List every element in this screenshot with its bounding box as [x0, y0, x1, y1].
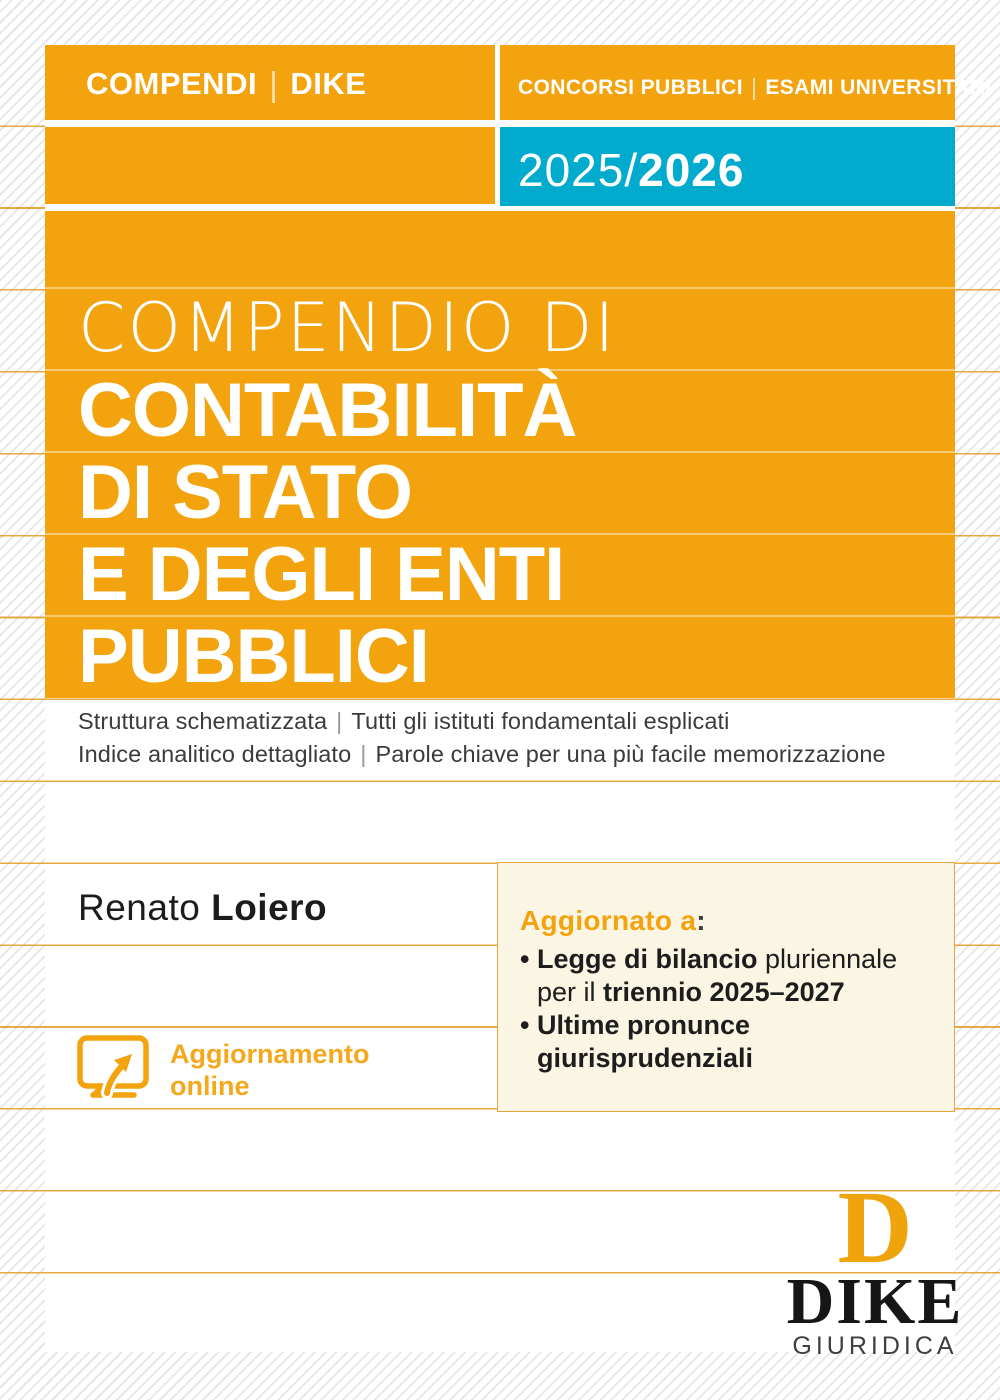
- publisher-logo: D DIKE GIURIDICA: [775, 1170, 975, 1360]
- publisher-logo-initial: D: [837, 1170, 913, 1285]
- updated-item-1-bold: Legge di bilancio: [537, 944, 758, 974]
- subtitle-feature: Tutti gli istituti fondamentali esplicat…: [351, 708, 730, 734]
- updated-item-1-line2-bold: triennio 2025–2027: [603, 977, 845, 1007]
- publisher-short-name: DIKE: [290, 66, 367, 101]
- panel-rule-line: [45, 615, 955, 617]
- subtitle-feature: Parole chiave per una più facile memoriz…: [375, 741, 886, 767]
- band-separator-line: [45, 204, 955, 211]
- edition-year-regular: 2025/: [518, 144, 639, 196]
- updated-item-2-line1: Ultime pronunce: [537, 1010, 751, 1040]
- online-update-label: Aggiornamento online: [170, 1038, 370, 1102]
- subtitle-feature: Struttura schematizzata: [78, 708, 328, 734]
- edition-year-bold: 2026: [638, 144, 745, 196]
- audience-band: CONCORSI PUBBLICI | ESAMI UNIVERSITARI: [518, 74, 992, 101]
- subtitle-line-2: Indice analitico dettagliato | Parole chia…: [78, 741, 886, 768]
- panel-rule-line: [45, 369, 955, 371]
- online-update-icon: [77, 1035, 149, 1099]
- subtitle-feature: Indice analitico dettagliato: [78, 741, 352, 767]
- series-band: COMPENDI | DIKE: [86, 66, 367, 105]
- panel-rule-line: [45, 287, 955, 289]
- bullet-icon: •: [520, 1010, 530, 1040]
- updated-item-2-line2: giurisprudenziali: [537, 1043, 754, 1073]
- updated-item-1-line2-regular: per il: [537, 977, 604, 1007]
- publisher-logo-name: DIKE: [786, 1265, 964, 1338]
- series-divider: |: [269, 66, 279, 104]
- author-last-name: Loiero: [211, 887, 328, 928]
- title-line: CONTABILITÀ: [78, 368, 577, 453]
- updated-to-heading-text: Aggiornato a: [520, 905, 697, 936]
- bullet-icon: •: [520, 944, 530, 974]
- audience-left-label: CONCORSI PUBBLICI: [518, 76, 743, 99]
- band-separator-line: [45, 120, 955, 127]
- title-line: E DEGLI ENTI: [78, 532, 565, 617]
- updated-to-heading: Aggiornato a:: [520, 905, 706, 937]
- updated-to-heading-colon: :: [696, 905, 706, 936]
- subtitle-line-1: Struttura schematizzata | Tutti gli istitu…: [78, 708, 729, 735]
- online-update-badge: Aggiornamento online: [76, 1034, 370, 1104]
- publisher-logo-subname: GIURIDICA: [792, 1332, 958, 1360]
- author-first-name: Renato: [78, 887, 212, 928]
- subtitle-divider: |: [336, 708, 343, 734]
- series-name: COMPENDI: [86, 66, 258, 101]
- online-update-line-1: Aggiornamento: [170, 1039, 370, 1069]
- top-vertical-divider: [495, 45, 500, 207]
- updated-item-2: • Ultime pronunce giurisprudenziali: [520, 1009, 930, 1075]
- audience-divider: |: [750, 74, 758, 100]
- updated-item-1: • Legge di bilancio pluriennale per il t…: [520, 943, 930, 1009]
- edition-years: 2025/2026: [518, 143, 744, 197]
- online-update-line-2: online: [170, 1071, 250, 1101]
- panel-rule-line: [45, 533, 955, 535]
- title-line: DI STATO: [78, 450, 413, 535]
- updated-to-box: Aggiornato a: • Legge di bilancio plurie…: [497, 862, 955, 1112]
- updated-item-1-regular: pluriennale: [757, 944, 898, 974]
- title-line: PUBBLICI: [78, 614, 430, 699]
- edition-band: [500, 127, 955, 206]
- subtitle-divider: |: [360, 741, 367, 767]
- title-kicker: COMPENDIO DI: [78, 289, 617, 368]
- author-name: Renato Loiero: [78, 887, 327, 929]
- updated-to-list: • Legge di bilancio pluriennale per il t…: [520, 943, 930, 1075]
- audience-right-label: ESAMI UNIVERSITARI: [765, 76, 992, 99]
- panel-rule-line: [45, 451, 955, 453]
